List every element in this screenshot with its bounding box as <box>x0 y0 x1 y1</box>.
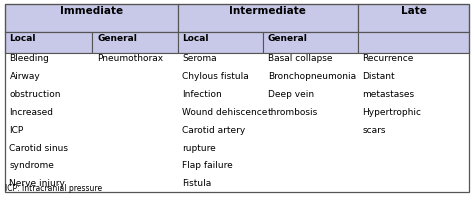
Bar <box>263 107 358 125</box>
Text: Flap failure: Flap failure <box>182 161 233 170</box>
Bar <box>178 160 263 178</box>
Text: Fistula: Fistula <box>182 179 212 188</box>
Bar <box>5 89 92 107</box>
Bar <box>92 125 178 142</box>
Bar <box>358 160 469 178</box>
Bar <box>178 178 263 196</box>
Bar <box>5 160 92 178</box>
Text: Local: Local <box>182 34 209 43</box>
Bar <box>5 125 92 142</box>
Text: Intermediate: Intermediate <box>229 6 306 16</box>
Text: Immediate: Immediate <box>60 6 123 16</box>
Text: thrombosis: thrombosis <box>268 108 318 117</box>
Text: scars: scars <box>363 126 386 135</box>
Bar <box>92 71 178 89</box>
Bar <box>5 53 92 71</box>
Bar <box>263 71 358 89</box>
Bar <box>92 107 178 125</box>
Text: Local: Local <box>9 34 36 43</box>
Text: General: General <box>97 34 137 43</box>
Bar <box>178 107 263 125</box>
Text: Carotid artery: Carotid artery <box>182 126 246 135</box>
Bar <box>263 142 358 160</box>
Text: Wound dehiscence: Wound dehiscence <box>182 108 268 117</box>
Bar <box>178 32 263 53</box>
Bar <box>92 32 178 53</box>
Text: Bronchopneumonia: Bronchopneumonia <box>268 72 356 81</box>
Text: syndrome: syndrome <box>9 161 55 170</box>
Text: Carotid sinus: Carotid sinus <box>9 144 68 153</box>
Bar <box>178 53 263 71</box>
Bar <box>5 32 92 53</box>
Text: rupture: rupture <box>182 144 216 153</box>
Text: Distant: Distant <box>363 72 395 81</box>
Text: Deep vein: Deep vein <box>268 90 314 99</box>
Bar <box>5 107 92 125</box>
Text: Chylous fistula: Chylous fistula <box>182 72 249 81</box>
Bar <box>5 71 92 89</box>
Text: Increased: Increased <box>9 108 54 117</box>
Bar <box>178 142 263 160</box>
Bar <box>92 142 178 160</box>
Text: Seroma: Seroma <box>182 54 217 63</box>
Bar <box>178 89 263 107</box>
Bar <box>358 107 469 125</box>
Text: Basal collapse: Basal collapse <box>268 54 332 63</box>
Bar <box>92 160 178 178</box>
Bar <box>358 71 469 89</box>
Bar <box>263 89 358 107</box>
Bar <box>358 142 469 160</box>
Bar <box>92 89 178 107</box>
Text: ICP: ICP <box>9 126 24 135</box>
Text: Hypertrophic: Hypertrophic <box>363 108 421 117</box>
Bar <box>358 178 469 196</box>
Bar <box>358 53 469 71</box>
Bar <box>178 4 358 32</box>
Bar <box>358 89 469 107</box>
Bar <box>92 178 178 196</box>
Text: Late: Late <box>401 6 427 16</box>
Bar <box>5 142 92 160</box>
Bar <box>263 53 358 71</box>
Text: Airway: Airway <box>9 72 40 81</box>
Text: metastases: metastases <box>363 90 415 99</box>
Bar <box>178 125 263 142</box>
Bar <box>263 125 358 142</box>
Text: Recurrence: Recurrence <box>363 54 414 63</box>
Bar <box>263 160 358 178</box>
Bar <box>178 71 263 89</box>
Bar <box>5 4 178 32</box>
Text: General: General <box>268 34 308 43</box>
Bar <box>358 125 469 142</box>
Bar <box>263 178 358 196</box>
Bar <box>263 32 358 53</box>
Bar <box>358 4 469 32</box>
Text: Pneumothorax: Pneumothorax <box>97 54 164 63</box>
Bar <box>358 32 469 53</box>
Bar <box>5 4 469 192</box>
Text: Infection: Infection <box>182 90 222 99</box>
Text: ICP: Intracranial pressure: ICP: Intracranial pressure <box>5 184 102 193</box>
Bar <box>5 178 92 196</box>
Text: obstruction: obstruction <box>9 90 61 99</box>
Bar <box>92 53 178 71</box>
Text: Bleeding: Bleeding <box>9 54 49 63</box>
Text: Nerve injury: Nerve injury <box>9 179 65 188</box>
